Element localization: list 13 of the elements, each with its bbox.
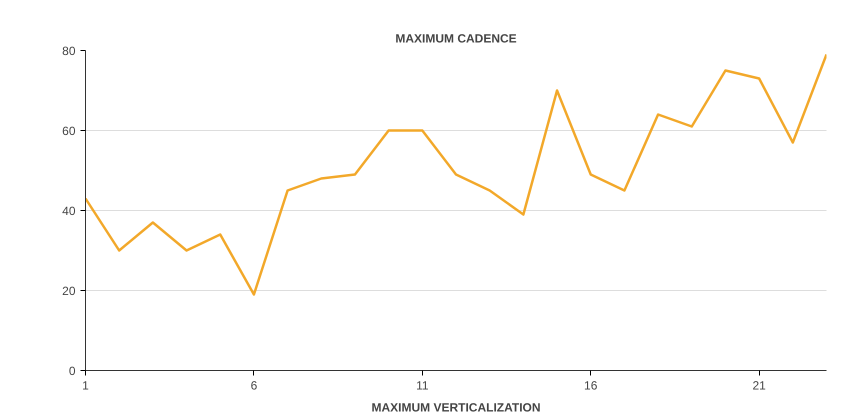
y-tick-label: 40 — [62, 204, 76, 218]
y-tick-label: 20 — [62, 284, 76, 298]
x-tick-label: 6 — [250, 378, 258, 392]
y-tick-label: 0 — [68, 364, 76, 378]
x-tick-label: 21 — [752, 378, 766, 392]
line-series — [86, 53, 826, 296]
x-tick-label: 16 — [584, 378, 598, 392]
y-tick-label: 60 — [62, 124, 76, 138]
text: MAXIMUM VERTICALIZATION — [371, 400, 541, 414]
x-tick-label: 1 — [82, 378, 90, 392]
y-tick-label: 80 — [62, 44, 76, 58]
chart-title: MAXIMUM CADENCE — [395, 32, 517, 46]
x-tick-label: 11 — [416, 378, 429, 392]
